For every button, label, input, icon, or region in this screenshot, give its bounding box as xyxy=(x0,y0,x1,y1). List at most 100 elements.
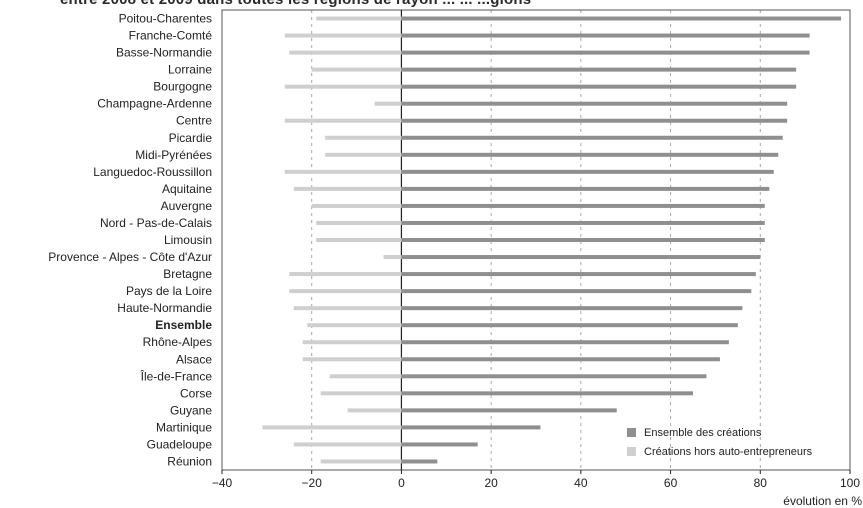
category-label: Poitou-Charentes xyxy=(119,12,212,26)
bar xyxy=(401,135,783,140)
bar xyxy=(329,374,402,379)
x-tick-label: −20 xyxy=(302,476,323,490)
category-label: Corse xyxy=(180,386,212,400)
category-label: Lorraine xyxy=(168,63,212,77)
bar xyxy=(401,118,788,123)
bar xyxy=(284,118,402,123)
bar xyxy=(374,101,402,106)
legend-label: Créations hors auto-entrepreneurs xyxy=(644,446,813,458)
bar xyxy=(293,306,402,311)
category-label: Haute-Normandie xyxy=(117,301,212,315)
bar xyxy=(401,67,797,72)
bar xyxy=(320,459,402,464)
bar xyxy=(401,84,797,89)
legend: Ensemble des créations Créations hors aut… xyxy=(627,427,813,458)
bar xyxy=(401,323,738,328)
category-label: Aquitaine xyxy=(162,182,212,196)
bar xyxy=(401,272,756,277)
bar xyxy=(401,374,707,379)
bar xyxy=(401,357,720,362)
bar xyxy=(401,340,729,345)
bar xyxy=(293,442,402,447)
bar xyxy=(401,101,788,106)
category-label: Martinique xyxy=(156,420,212,434)
category-label: Limousin xyxy=(164,233,212,247)
x-axis-label: évolution en % xyxy=(783,494,862,508)
bar xyxy=(325,135,402,140)
bar xyxy=(401,425,541,430)
category-labels: Poitou-Charentes Franche-Comté Basse-Norma… xyxy=(48,12,212,469)
bar xyxy=(401,442,478,447)
bar xyxy=(401,50,810,55)
category-label: Nord - Pas-de-Calais xyxy=(100,216,212,230)
category-label: Midi-Pyrénées xyxy=(135,148,212,162)
x-tick-label: 60 xyxy=(664,476,678,490)
bar xyxy=(289,272,402,277)
x-tick-label: 40 xyxy=(574,476,588,490)
legend-swatch xyxy=(627,447,636,456)
legend-swatch xyxy=(627,428,636,437)
bar xyxy=(293,186,402,191)
bar xyxy=(284,84,402,89)
x-tick-label: 20 xyxy=(484,476,498,490)
bar xyxy=(401,152,779,157)
category-label: Guadeloupe xyxy=(147,437,213,451)
bar xyxy=(401,238,765,242)
bar xyxy=(316,16,402,21)
bars-ensemble-des-creations xyxy=(401,16,842,464)
category-label: Réunion xyxy=(167,454,212,468)
bar xyxy=(302,340,402,345)
category-label: Alsace xyxy=(176,352,212,366)
category-label: Auvergne xyxy=(161,199,213,213)
category-label: Île-de-France xyxy=(140,368,213,383)
category-label: Pays de la Loire xyxy=(126,284,212,298)
bar xyxy=(311,203,402,208)
bar xyxy=(289,289,402,294)
category-label: Basse-Normandie xyxy=(116,46,212,60)
bar xyxy=(401,203,765,208)
x-tick-label: 80 xyxy=(754,476,768,490)
legend-label: Ensemble des créations xyxy=(644,427,762,439)
bar xyxy=(320,391,402,396)
bar xyxy=(401,391,693,396)
bar xyxy=(302,357,402,362)
category-label: Bretagne xyxy=(163,267,212,281)
category-label: Champagne-Ardenne xyxy=(97,97,212,111)
bar xyxy=(307,323,402,328)
bar xyxy=(316,238,402,242)
bar xyxy=(401,220,765,225)
category-label: Guyane xyxy=(170,403,212,417)
x-tick-label: −40 xyxy=(212,476,233,490)
chart-title: entre 2008 et 2009 dans toutes les régio… xyxy=(60,0,531,8)
x-axis: −40 −20 0 20 40 60 80 100 xyxy=(212,470,860,490)
bar xyxy=(284,33,402,38)
bar xyxy=(401,306,743,311)
bar xyxy=(401,33,810,38)
bar xyxy=(401,169,774,174)
category-label: Franche-Comté xyxy=(129,29,213,43)
bar xyxy=(284,169,402,174)
plot-frame xyxy=(221,9,851,471)
x-tick-label: 100 xyxy=(840,476,860,490)
category-label: Provence - Alpes - Côte d'Azur xyxy=(48,250,212,264)
category-label: Centre xyxy=(176,114,212,128)
category-label: Bourgogne xyxy=(153,80,212,94)
bar xyxy=(401,255,761,260)
bar xyxy=(347,408,402,413)
bar xyxy=(311,67,402,72)
category-label: Picardie xyxy=(169,131,213,145)
category-label: Languedoc-Roussillon xyxy=(93,165,212,179)
bar xyxy=(262,425,402,430)
bar xyxy=(401,186,770,191)
bar xyxy=(401,16,842,21)
bar xyxy=(401,289,752,294)
bar xyxy=(401,408,617,413)
bar xyxy=(401,459,438,464)
category-label: Ensemble xyxy=(155,318,212,332)
category-label: Rhône-Alpes xyxy=(143,335,212,349)
bar xyxy=(325,152,402,157)
bar xyxy=(383,255,402,260)
bars-creations-hors-auto-entrepreneurs xyxy=(262,16,402,464)
x-tick-label: 0 xyxy=(398,476,405,490)
